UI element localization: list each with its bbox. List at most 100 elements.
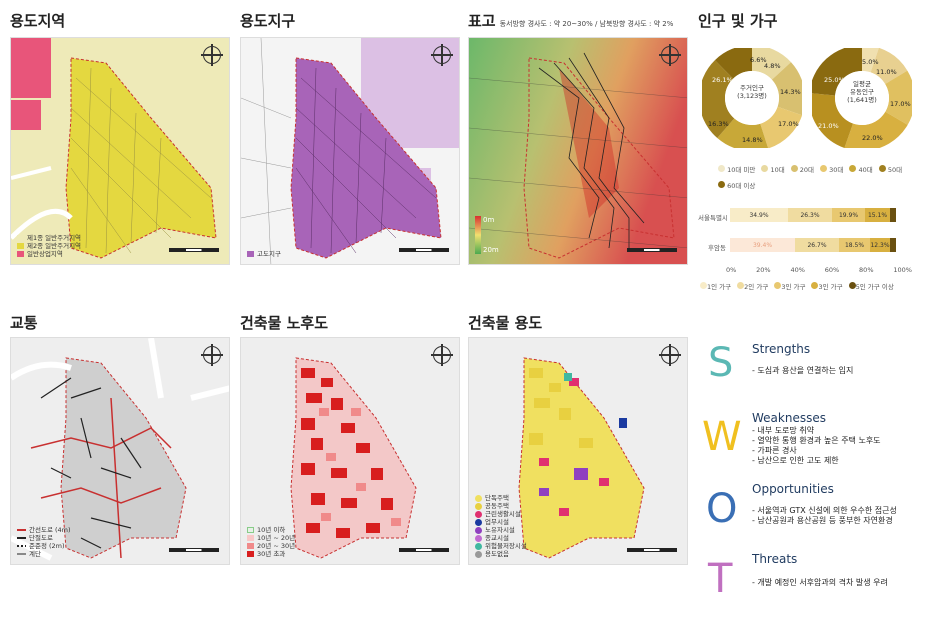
scalebar (627, 248, 677, 252)
swot-s-item: - 도심과 용산을 연결하는 입지 (752, 366, 854, 375)
legend-item: 노유자시설 (485, 526, 515, 534)
compass-icon (659, 344, 681, 366)
legend-item: 3인 가구 (774, 281, 805, 291)
legend-item-label: 1인 가구 (707, 283, 732, 291)
bar-segment (890, 238, 896, 252)
swot-w-item: - 열악한 통행 환경과 높은 주택 노후도 (752, 436, 881, 445)
pie-label: 14.3% (780, 88, 801, 96)
traffic-legend: 간선도로 (4m) 단절도로 준준정 (2m) 계단 (17, 526, 71, 558)
legend-item: 20대 (790, 165, 815, 175)
legend-item: 10년 ~ 20년 (257, 534, 296, 542)
bar-segment: 26.3% (788, 208, 832, 222)
use-legend: 단독주택 공동주택 근린생활시설 업무시설 노유자시설 종교시설 위험물저장시설… (475, 494, 527, 558)
axis-tick: 0% (726, 266, 737, 274)
floating-population-pie: 일평균 유동인구 (1,641명) 25.0% 21.0% 22.0% 17.0% … (809, 45, 915, 151)
swot-w-item: - 가파른 경사 (752, 446, 797, 455)
compass-icon (431, 44, 453, 66)
household-bar-row: 34.9% 26.3% 19.9% 15.1% (730, 208, 896, 222)
legend-item: 준준정 (2m) (29, 542, 65, 550)
age-legend: 10년 이하 10년 ~ 20년 20년 ~ 30년 30년 초과 (247, 526, 295, 558)
legend-item-label: 5인 가구 이상 (855, 283, 894, 291)
legend-item-label: 50대 (887, 166, 903, 174)
pie-label: 26.1% (712, 76, 733, 84)
bar-segment: 26.7% (795, 238, 839, 252)
bar-segment: 12.3% (870, 238, 890, 252)
zoning-map: 제1종 일반주거지역 제2종 일반주거지역 일반상업지역 (10, 37, 230, 265)
compass-icon (659, 44, 681, 66)
pie-label: 16.3% (708, 120, 729, 128)
bar-segment: 34.9% (730, 208, 788, 222)
elevation-gradient-legend (475, 216, 481, 254)
bar-segment: 18.5% (839, 238, 870, 252)
legend-item: 40대 (849, 165, 873, 175)
legend-item: 10대 (761, 165, 785, 175)
age-title: 건축물 노후도 (240, 314, 329, 332)
legend-item: 일반상업지역 (27, 250, 63, 258)
swot-t-heading: Threats (752, 552, 798, 566)
pie-label: 6.6% (750, 56, 767, 64)
legend-item: 업무시설 (485, 518, 509, 526)
swot-s-heading: Strengths (752, 342, 811, 356)
elevation-map: 0m 20m (468, 37, 688, 265)
pie-center-line: (1,641명) (847, 96, 877, 104)
axis-tick: 40% (790, 266, 805, 274)
legend-item: 10년 이하 (257, 526, 286, 534)
legend-item-label: 20대 (799, 166, 815, 174)
legend-item: 50대 (878, 165, 903, 175)
elevation-legend-bottom: 20m (483, 246, 499, 254)
legend-item: 고도지구 (257, 250, 281, 258)
district-title: 용도지구 (240, 12, 296, 30)
pie-label: 22.0% (862, 134, 883, 142)
swot-o-heading: Opportunities (752, 482, 834, 496)
age-legend: 10대 미만 10대 20대 30대 40대 50대 60대 이상 (718, 165, 918, 191)
traffic-title: 교통 (10, 314, 38, 332)
household-legend: 1인 가구 2인 가구 3인 가구 3인 가구 5인 가구 이상 (700, 281, 920, 291)
pie-center-line: 유동인구 (850, 88, 874, 96)
legend-item: 20년 ~ 30년 (257, 542, 296, 550)
elevation-title: 표고 동서방향 경사도 : 약 20~30% / 남북방향 경사도 : 약 2% (468, 10, 673, 31)
swot-w-item: - 내부 도로망 취약 (752, 426, 815, 435)
legend-item: 3인 가구 (811, 281, 843, 291)
legend-item: 용도없음 (485, 550, 509, 558)
building-use-map: 단독주택 공동주택 근린생활시설 업무시설 노유자시설 종교시설 위험물저장시설… (468, 337, 688, 565)
use-title: 건축물 용도 (468, 314, 543, 332)
legend-item: 위험물저장시설 (485, 542, 527, 550)
legend-item-label: 10대 (770, 166, 785, 174)
district-legend: 고도지구 (247, 250, 281, 258)
swot-w-heading: Weaknesses (752, 411, 826, 425)
pie-label: 21.0% (818, 122, 839, 130)
legend-item: 종교시설 (485, 534, 509, 542)
elevation-title-text: 표고 (468, 12, 496, 30)
pie-center-line: 일평균 (853, 80, 871, 88)
legend-item-label: 3인 가구 (781, 283, 806, 291)
bar-label: 서울특별시 (698, 214, 728, 222)
swot-o-item: - 서울역과 GTX 신설에 의한 우수한 접근성 (752, 506, 897, 515)
legend-item-label: 40대 (858, 166, 873, 174)
elevation-subtitle: 동서방향 경사도 : 약 20~30% / 남북방향 경사도 : 약 2% (499, 20, 674, 28)
pie-center-line: 주거인구 (740, 84, 764, 92)
pie-label: 4.8% (764, 62, 781, 70)
legend-item: 2인 가구 (737, 281, 768, 291)
axis-tick: 20% (756, 266, 771, 274)
zoning-legend: 제1종 일반주거지역 제2종 일반주거지역 일반상업지역 (17, 234, 81, 258)
district-map: 고도지구 (240, 37, 460, 265)
pie-label: 17.0% (778, 120, 799, 128)
bar-segment: 19.9% (832, 208, 865, 222)
pie-center-line: (3,123명) (737, 92, 767, 100)
legend-item: 10대 미만 (718, 165, 755, 175)
pie-label: 11.0% (876, 68, 897, 76)
population-pie: 주거인구 (3,123명) 26.1% 16.3% 14.8% 17.0% 14.… (699, 45, 805, 151)
legend-item: 단독주택 (485, 494, 509, 502)
population-title: 인구 및 가구 (698, 12, 778, 30)
scalebar (399, 248, 449, 252)
legend-item: 제2종 일반주거지역 (27, 242, 82, 250)
scalebar (399, 548, 449, 552)
pie-label: 5.0% (862, 58, 879, 66)
scalebar (169, 248, 219, 252)
bar-segment: 39.4% (730, 238, 795, 252)
bar-axis: 0% 20% 40% 60% 80% 100% (726, 266, 912, 274)
swot-o-item: - 남산공원과 용산공원 등 풍부한 자연환경 (752, 516, 893, 525)
legend-item-label: 30대 (829, 166, 844, 174)
axis-tick: 100% (893, 266, 912, 274)
compass-icon (431, 344, 453, 366)
